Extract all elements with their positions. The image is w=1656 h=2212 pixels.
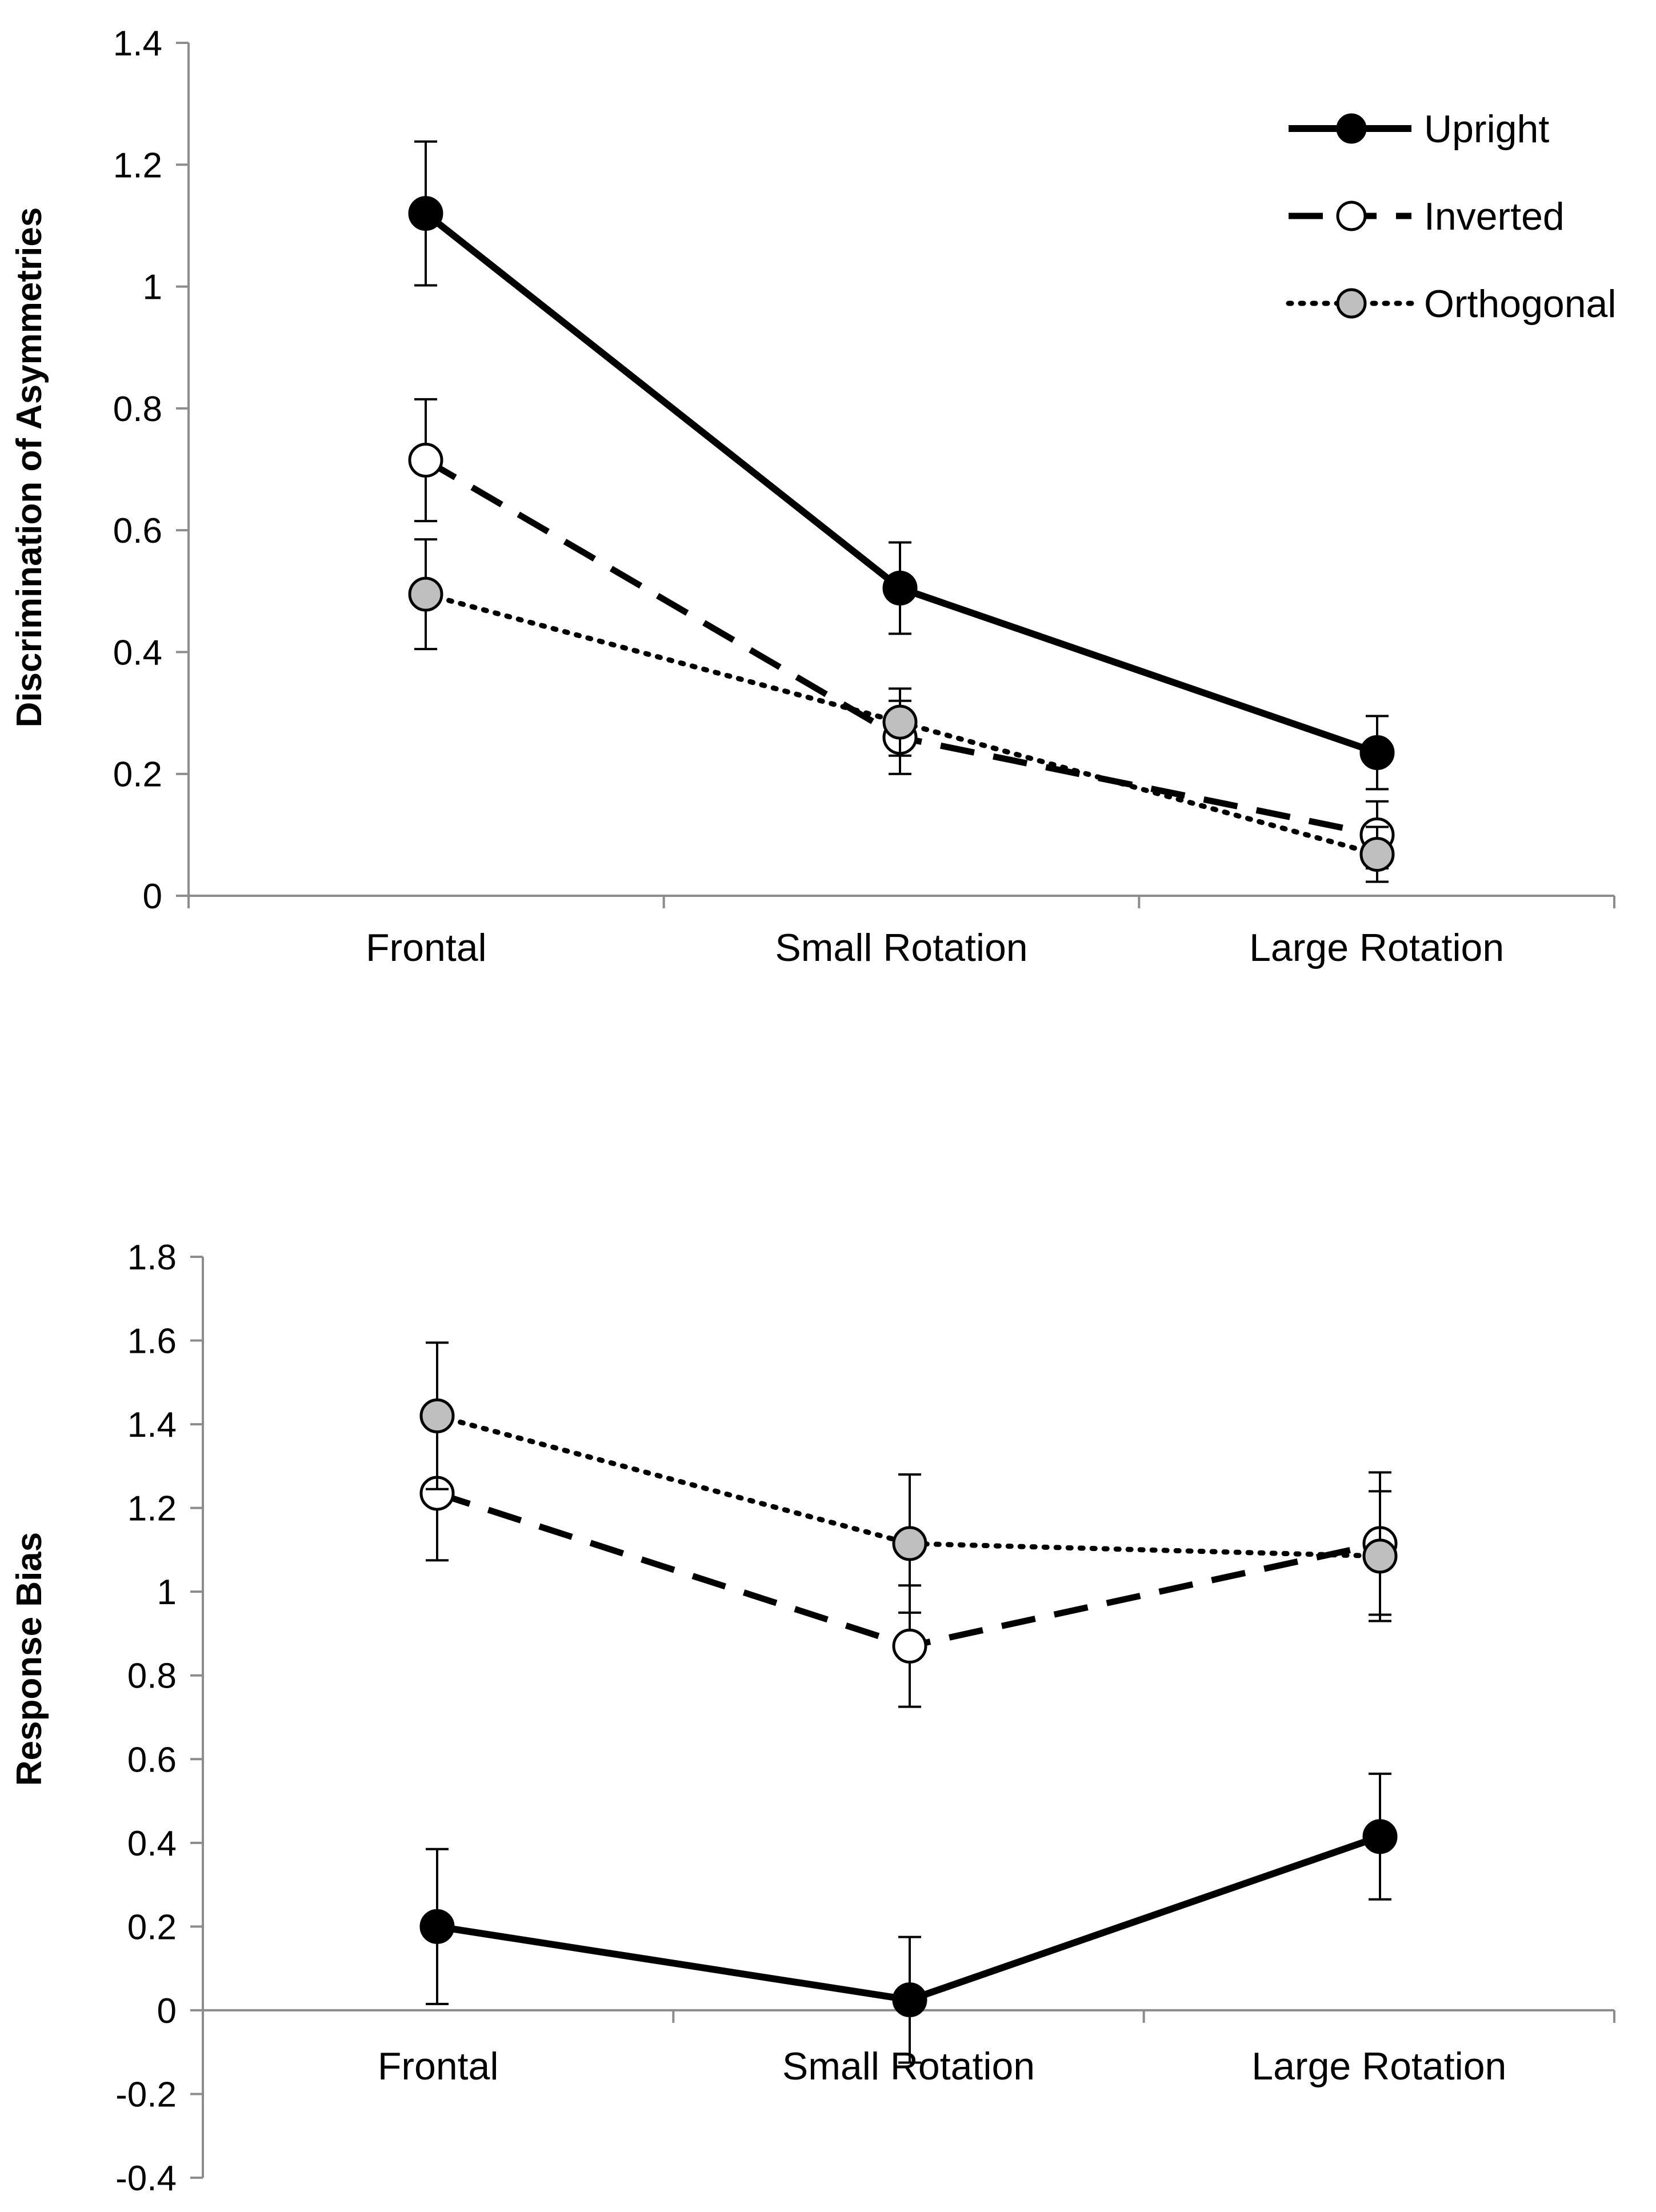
discrimination-chart: 0 0.2 0.4 0.6 0.8 1 1.2 1.4 Frontal Small Rotatio…	[10, 24, 1616, 969]
series-group	[408, 140, 1395, 883]
data-point	[892, 1982, 927, 2018]
y-tick-label: 0.2	[113, 755, 162, 795]
data-point	[1362, 1538, 1398, 1574]
legend-marker	[1336, 201, 1367, 231]
y-tick-label: -0.2	[115, 2075, 177, 2114]
series-orthogonal	[408, 538, 1395, 883]
legend-item-orthogonal: Orthogonal	[1286, 282, 1616, 326]
data-point	[419, 1398, 455, 1433]
legend-marker	[1336, 113, 1367, 144]
y-tick-label: 1.2	[113, 146, 162, 185]
data-point	[892, 1628, 927, 1664]
data-point	[1359, 735, 1395, 770]
y-tick-label: 1.4	[127, 1405, 177, 1445]
y-tick-label: 1	[157, 1573, 177, 1612]
series-orthogonal	[419, 1341, 1398, 1622]
data-point	[892, 1526, 927, 1561]
series-upright	[419, 1772, 1398, 2064]
y-tick-label: -0.4	[115, 2159, 177, 2198]
data-point	[408, 443, 443, 478]
x-tick-label: Large Rotation	[1249, 926, 1504, 969]
data-point	[419, 1909, 455, 1944]
legend-marker	[1336, 288, 1367, 319]
x-tick-label: Small Rotation	[775, 926, 1027, 969]
y-axis-label: Response Bias	[10, 1532, 49, 1786]
legend-label: Inverted	[1424, 195, 1565, 238]
data-point	[408, 196, 443, 231]
y-tick-label: 1	[143, 268, 162, 307]
y-tick-label: 0	[157, 1991, 177, 2031]
x-tick-label: Large Rotation	[1251, 2045, 1506, 2088]
y-tick-label: 0.6	[113, 511, 162, 551]
response-bias-chart: -0.4 -0.2 0 0.2 0.4 0.6 0.8 1 1.2 1.4 1.6 1.8 Fronta…	[10, 1238, 1615, 2198]
y-tick-label: 0.8	[127, 1657, 177, 1696]
axes: -0.4 -0.2 0 0.2 0.4 0.6 0.8 1 1.2 1.4 1.6 1.8 Fronta…	[115, 1238, 1615, 2198]
legend: Upright Inverted Orthogonal	[1286, 107, 1616, 326]
legend-label: Orthogonal	[1424, 282, 1616, 326]
y-tick-label: 0.2	[127, 1908, 177, 1947]
data-point	[1359, 836, 1395, 872]
y-tick-label: 0.4	[127, 1824, 177, 1864]
data-point	[408, 576, 443, 612]
y-tick-label: 0	[143, 877, 162, 916]
data-point	[882, 570, 918, 606]
y-tick-label: 1.2	[127, 1489, 177, 1529]
x-tick-label: Frontal	[366, 926, 487, 969]
data-point	[882, 704, 918, 740]
series-group	[419, 1341, 1398, 2064]
legend-item-inverted: Inverted	[1289, 195, 1565, 238]
y-tick-label: 0.6	[127, 1740, 177, 1780]
axes: 0 0.2 0.4 0.6 0.8 1 1.2 1.4 Frontal Small Rotatio…	[113, 24, 1615, 969]
y-axis-label: Discrimination of Asymmetries	[10, 207, 49, 728]
y-tick-label: 1.6	[127, 1322, 177, 1361]
legend-item-upright: Upright	[1289, 107, 1549, 151]
y-tick-label: 0.4	[113, 633, 162, 672]
legend-label: Upright	[1424, 107, 1549, 151]
series-upright	[408, 140, 1395, 791]
y-tick-label: 1.4	[113, 24, 162, 63]
y-tick-label: 1.8	[127, 1238, 177, 1277]
y-tick-label: 0.8	[113, 390, 162, 429]
data-point	[1362, 1819, 1398, 1854]
x-tick-label: Frontal	[378, 2045, 499, 2088]
